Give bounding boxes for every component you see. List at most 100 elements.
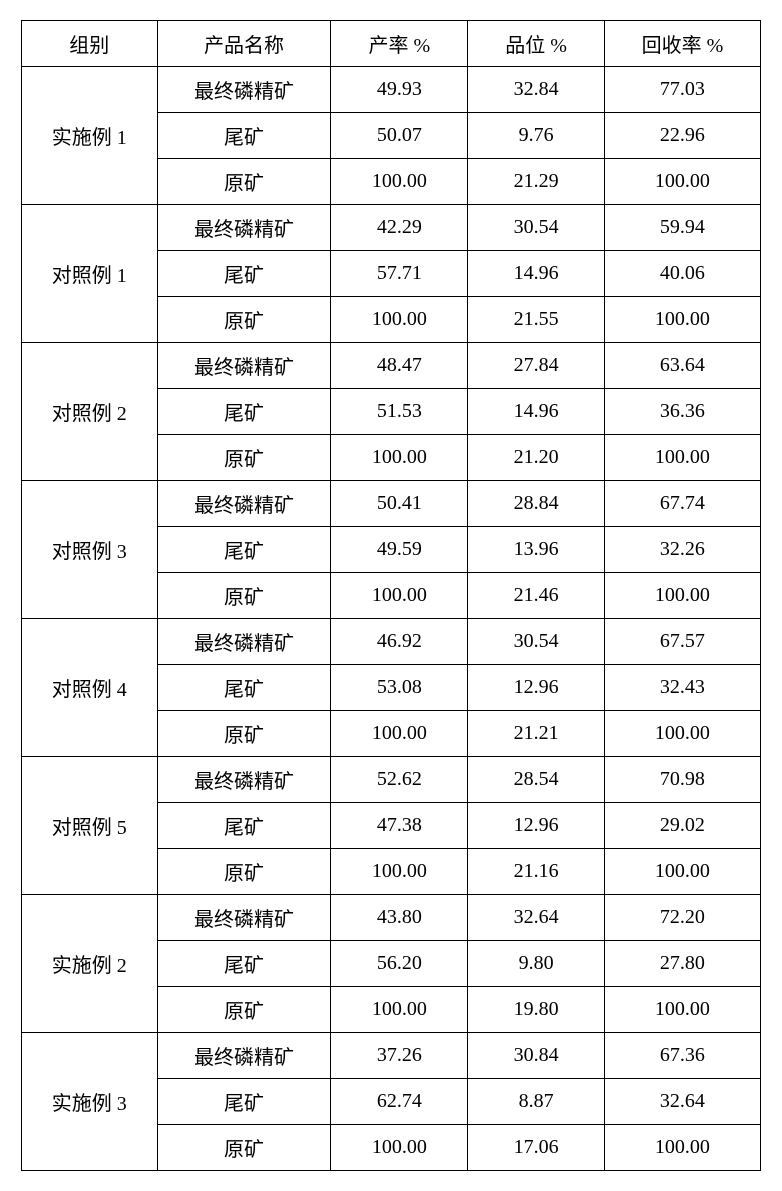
product-cell: 原矿 <box>157 297 331 343</box>
yield-cell: 37.26 <box>331 1033 468 1079</box>
recovery-cell: 67.36 <box>604 1033 760 1079</box>
product-cell: 尾矿 <box>157 527 331 573</box>
group-cell: 对照例 5 <box>22 757 158 895</box>
recovery-cell: 100.00 <box>604 987 760 1033</box>
table-row: 对照例 2最终磷精矿48.4727.8463.64 <box>22 343 761 389</box>
yield-cell: 100.00 <box>331 573 468 619</box>
product-cell: 最终磷精矿 <box>157 895 331 941</box>
grade-cell: 14.96 <box>468 389 605 435</box>
table-row: 实施例 3最终磷精矿37.2630.8467.36 <box>22 1033 761 1079</box>
table-row: 实施例 1最终磷精矿49.9332.8477.03 <box>22 67 761 113</box>
group-cell: 实施例 1 <box>22 67 158 205</box>
yield-cell: 100.00 <box>331 1125 468 1171</box>
recovery-cell: 67.74 <box>604 481 760 527</box>
yield-cell: 50.41 <box>331 481 468 527</box>
results-table: 组别 产品名称 产率 % 品位 % 回收率 % 实施例 1最终磷精矿49.933… <box>21 20 761 1171</box>
recovery-cell: 29.02 <box>604 803 760 849</box>
recovery-cell: 32.26 <box>604 527 760 573</box>
group-cell: 对照例 2 <box>22 343 158 481</box>
recovery-cell: 100.00 <box>604 435 760 481</box>
product-cell: 尾矿 <box>157 113 331 159</box>
product-cell: 原矿 <box>157 1125 331 1171</box>
grade-cell: 28.84 <box>468 481 605 527</box>
recovery-cell: 100.00 <box>604 573 760 619</box>
recovery-cell: 32.64 <box>604 1079 760 1125</box>
yield-cell: 100.00 <box>331 711 468 757</box>
grade-cell: 21.16 <box>468 849 605 895</box>
grade-cell: 30.84 <box>468 1033 605 1079</box>
table-row: 对照例 5最终磷精矿52.6228.5470.98 <box>22 757 761 803</box>
yield-cell: 53.08 <box>331 665 468 711</box>
header-yield: 产率 % <box>331 21 468 67</box>
header-recovery: 回收率 % <box>604 21 760 67</box>
grade-cell: 19.80 <box>468 987 605 1033</box>
product-cell: 原矿 <box>157 159 331 205</box>
product-cell: 原矿 <box>157 711 331 757</box>
grade-cell: 28.54 <box>468 757 605 803</box>
product-cell: 最终磷精矿 <box>157 343 331 389</box>
product-cell: 尾矿 <box>157 1079 331 1125</box>
grade-cell: 21.46 <box>468 573 605 619</box>
recovery-cell: 100.00 <box>604 297 760 343</box>
grade-cell: 21.20 <box>468 435 605 481</box>
grade-cell: 17.06 <box>468 1125 605 1171</box>
recovery-cell: 77.03 <box>604 67 760 113</box>
recovery-cell: 67.57 <box>604 619 760 665</box>
table-header: 组别 产品名称 产率 % 品位 % 回收率 % <box>22 21 761 67</box>
header-product: 产品名称 <box>157 21 331 67</box>
product-cell: 最终磷精矿 <box>157 481 331 527</box>
yield-cell: 48.47 <box>331 343 468 389</box>
yield-cell: 52.62 <box>331 757 468 803</box>
recovery-cell: 70.98 <box>604 757 760 803</box>
product-cell: 最终磷精矿 <box>157 619 331 665</box>
product-cell: 尾矿 <box>157 665 331 711</box>
header-group: 组别 <box>22 21 158 67</box>
yield-cell: 49.93 <box>331 67 468 113</box>
recovery-cell: 100.00 <box>604 849 760 895</box>
yield-cell: 43.80 <box>331 895 468 941</box>
group-cell: 对照例 4 <box>22 619 158 757</box>
grade-cell: 8.87 <box>468 1079 605 1125</box>
group-cell: 对照例 1 <box>22 205 158 343</box>
product-cell: 尾矿 <box>157 251 331 297</box>
grade-cell: 13.96 <box>468 527 605 573</box>
yield-cell: 100.00 <box>331 297 468 343</box>
table-row: 对照例 1最终磷精矿42.2930.5459.94 <box>22 205 761 251</box>
grade-cell: 9.76 <box>468 113 605 159</box>
product-cell: 原矿 <box>157 435 331 481</box>
grade-cell: 12.96 <box>468 665 605 711</box>
grade-cell: 21.29 <box>468 159 605 205</box>
grade-cell: 14.96 <box>468 251 605 297</box>
yield-cell: 50.07 <box>331 113 468 159</box>
yield-cell: 100.00 <box>331 849 468 895</box>
table-body: 实施例 1最终磷精矿49.9332.8477.03尾矿50.079.7622.9… <box>22 67 761 1171</box>
recovery-cell: 32.43 <box>604 665 760 711</box>
grade-cell: 30.54 <box>468 619 605 665</box>
yield-cell: 47.38 <box>331 803 468 849</box>
recovery-cell: 63.64 <box>604 343 760 389</box>
product-cell: 原矿 <box>157 573 331 619</box>
grade-cell: 30.54 <box>468 205 605 251</box>
group-cell: 实施例 3 <box>22 1033 158 1171</box>
recovery-cell: 36.36 <box>604 389 760 435</box>
product-cell: 尾矿 <box>157 941 331 987</box>
grade-cell: 32.64 <box>468 895 605 941</box>
grade-cell: 27.84 <box>468 343 605 389</box>
recovery-cell: 22.96 <box>604 113 760 159</box>
yield-cell: 62.74 <box>331 1079 468 1125</box>
yield-cell: 49.59 <box>331 527 468 573</box>
yield-cell: 100.00 <box>331 987 468 1033</box>
yield-cell: 51.53 <box>331 389 468 435</box>
recovery-cell: 72.20 <box>604 895 760 941</box>
grade-cell: 21.55 <box>468 297 605 343</box>
recovery-cell: 100.00 <box>604 1125 760 1171</box>
yield-cell: 56.20 <box>331 941 468 987</box>
grade-cell: 32.84 <box>468 67 605 113</box>
recovery-cell: 100.00 <box>604 711 760 757</box>
group-cell: 实施例 2 <box>22 895 158 1033</box>
yield-cell: 46.92 <box>331 619 468 665</box>
product-cell: 原矿 <box>157 849 331 895</box>
product-cell: 最终磷精矿 <box>157 1033 331 1079</box>
recovery-cell: 100.00 <box>604 159 760 205</box>
product-cell: 最终磷精矿 <box>157 205 331 251</box>
